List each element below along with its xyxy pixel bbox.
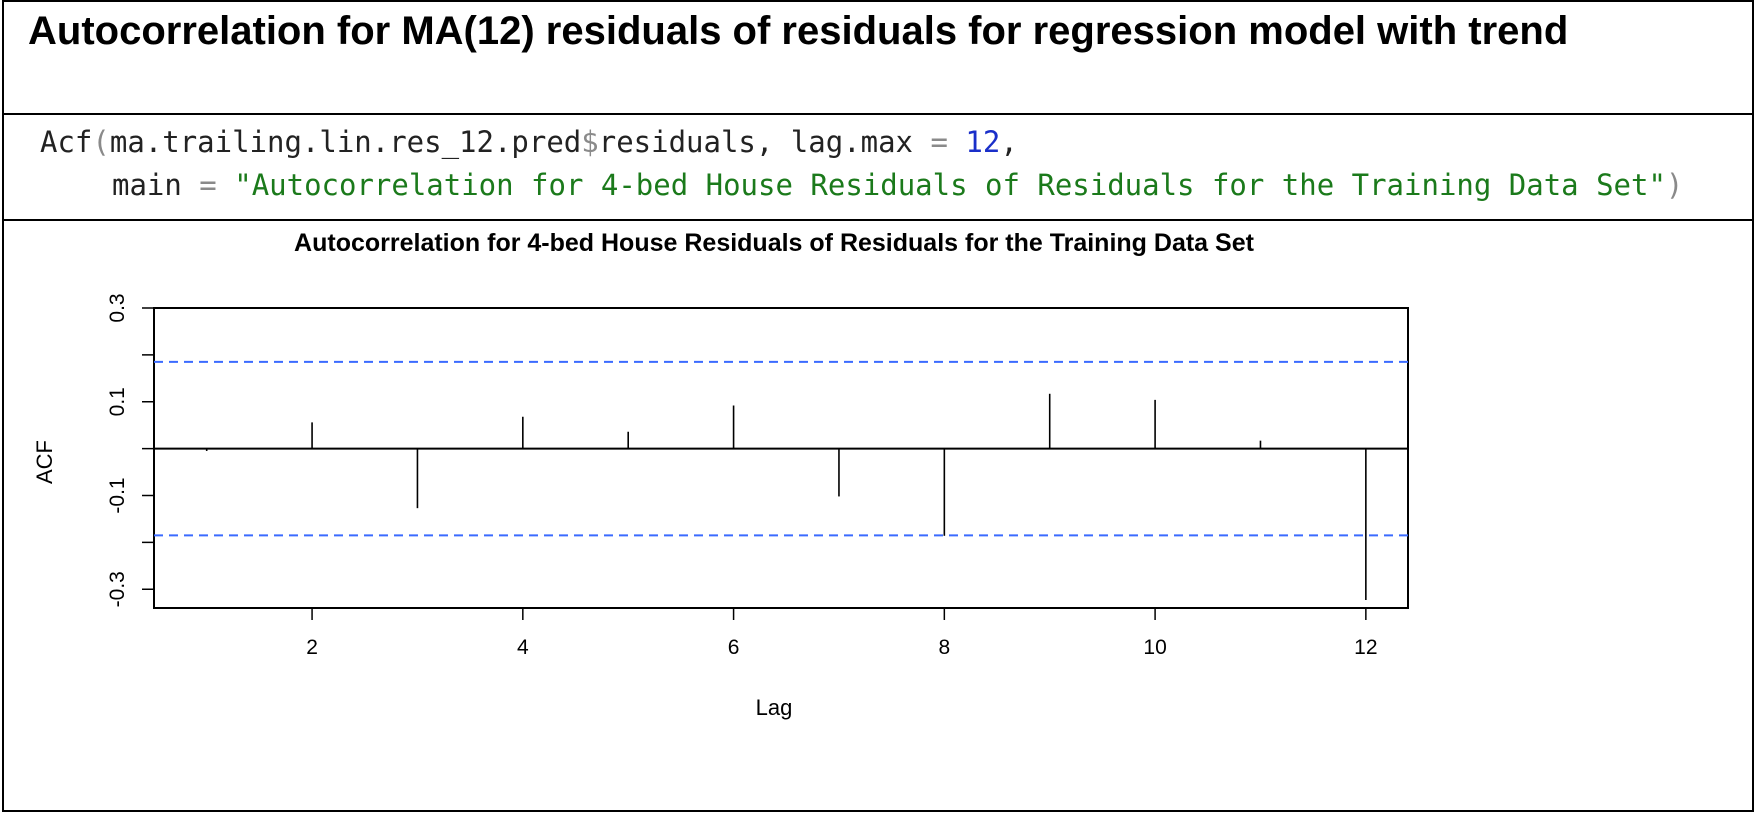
code-dollar: $ [581,125,599,159]
x-tick-label: 10 [1143,636,1166,659]
y-tick-label: 0.1 [106,387,129,416]
y-axis-label: ACF [32,440,57,484]
y-tick-label: 0.3 [106,293,129,322]
code-main-arg: main [112,168,182,202]
code-arg-residuals: residuals, lag.max [598,125,914,159]
plot-group: 0.3 0.1 -0.1 -0.3 2 4 6 8 10 12 [106,293,1409,659]
code-equals-1: = [913,125,966,159]
code-lag-max-value: 12 [965,125,1001,159]
plot-frame [153,307,1409,609]
code-function: Acf [40,125,93,159]
x-tick-label: 8 [938,636,950,659]
code-line-1: Acf(ma.trailing.lin.res_12.pred$residual… [40,125,1018,159]
code-comma: , [1000,125,1018,159]
y-tick-label: -0.1 [106,477,129,513]
acf-chart: Autocorrelation for 4-bed House Residual… [32,229,1409,720]
chart-title: Autocorrelation for 4-bed House Residual… [294,229,1255,257]
code-arg-object: ma.trailing.lin.res_12.pred [109,125,582,159]
code-cell[interactable]: Acf(ma.trailing.lin.res_12.pred$residual… [4,115,1752,221]
code-line-2: main = "Autocorrelation for 4-bed House … [112,168,1683,202]
plot-output: Autocorrelation for 4-bed House Residual… [4,221,1752,812]
x-tick-label: 6 [728,636,740,659]
x-tick-label: 12 [1354,636,1377,659]
section-title: Autocorrelation for MA(12) residuals of … [28,9,1569,53]
x-tick-label: 4 [517,636,529,659]
code-equals-2: = [181,168,235,202]
x-axis-label: Lag [756,695,793,720]
code-open-paren: ( [92,125,110,159]
x-tick-label: 2 [306,636,318,659]
section-header: Autocorrelation for MA(12) residuals of … [4,2,1752,115]
code-main-string: "Autocorrelation for 4-bed House Residua… [234,168,1666,202]
y-tick-label: -0.3 [106,571,129,607]
code-close-paren: ) [1665,168,1684,202]
